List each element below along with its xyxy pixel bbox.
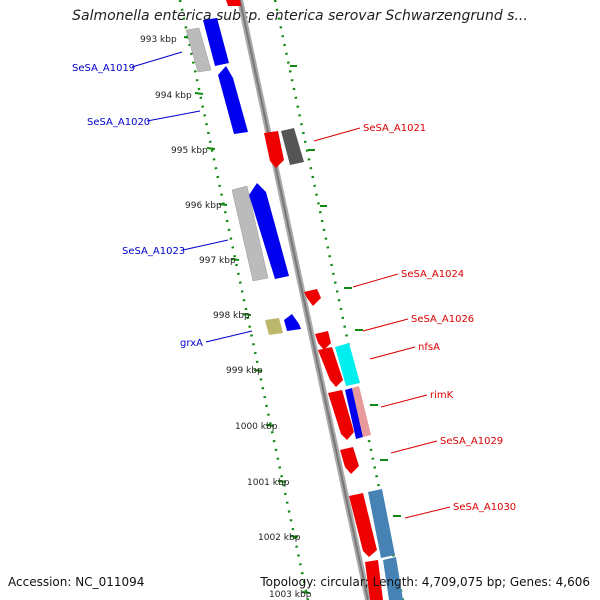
tick-labels: 993 kbp 994 kbp 995 kbp 996 kbp 997 kbp …	[140, 35, 312, 600]
gene-arrow[interactable]	[249, 183, 289, 279]
gene-label-SeSA_A1023[interactable]: SeSA_A1023	[122, 246, 185, 257]
gene-label-grxA[interactable]: grxA	[180, 338, 203, 349]
gene-arrow[interactable]	[231, 185, 269, 282]
gene-label-SeSA_A1020[interactable]: SeSA_A1020	[87, 117, 150, 128]
tick-label: 994 kbp	[155, 91, 192, 101]
gene-arrow[interactable]	[328, 390, 354, 440]
genome-stats-text: Topology: circular; Length: 4,709,075 bp…	[260, 575, 590, 589]
gene-label-SeSA_A1029[interactable]: SeSA_A1029	[440, 436, 503, 447]
gene-arrow[interactable]	[265, 318, 283, 335]
gene-label-SeSA_A1026[interactable]: SeSA_A1026	[411, 314, 474, 325]
gene-arrow[interactable]	[365, 560, 383, 600]
gene-arrow[interactable]	[349, 493, 377, 557]
gene-arrow[interactable]	[345, 388, 363, 439]
gene-features	[185, 0, 403, 600]
tick-label: 1003 kbp	[269, 590, 312, 600]
tick-label: 1002 kbp	[258, 533, 301, 543]
gene-arrow[interactable]	[304, 289, 321, 306]
map-title: Salmonella enterica subsp. enterica sero…	[72, 8, 528, 24]
gene-label-rimK[interactable]: rimK	[430, 390, 454, 401]
inner-ring	[178, 0, 310, 600]
gene-arrow[interactable]	[335, 343, 360, 386]
accession-text: Accession: NC_011094	[8, 575, 145, 589]
gene-label-SeSA_A1019[interactable]: SeSA_A1019	[72, 63, 135, 74]
tick-label: 995 kbp	[171, 146, 208, 156]
gene-label-SeSA_A1021[interactable]: SeSA_A1021	[363, 123, 426, 134]
tick-label: 998 kbp	[213, 311, 250, 321]
gene-arrow[interactable]	[281, 128, 304, 165]
gene-arrow[interactable]	[284, 314, 301, 331]
outer-ring	[273, 0, 405, 600]
tick-label: 993 kbp	[140, 35, 177, 45]
tick-label: 996 kbp	[185, 201, 222, 211]
backbone	[237, 0, 371, 600]
gene-arrow[interactable]	[315, 331, 331, 350]
gene-label-SeSA_A1030[interactable]: SeSA_A1030	[453, 502, 516, 513]
tick-label: 1001 kbp	[247, 478, 290, 488]
gene-arrow[interactable]	[352, 386, 371, 437]
gene-arrow[interactable]	[226, 0, 241, 6]
gene-label-nfsA[interactable]: nfsA	[418, 342, 440, 353]
gene-labels-left: SeSA_A1019 SeSA_A1020 SeSA_A1023 grxA	[72, 63, 203, 349]
tick-label: 999 kbp	[226, 366, 263, 376]
gene-arrow[interactable]	[318, 347, 343, 387]
gene-arrow[interactable]	[218, 66, 248, 134]
tick-marks	[183, 36, 401, 594]
gene-labels-right: SeSA_A1021 SeSA_A1024 SeSA_A1026 nfsA ri…	[363, 123, 516, 513]
tick-label: 997 kbp	[199, 256, 236, 266]
gene-arrow[interactable]	[383, 557, 403, 600]
leader-lines	[131, 51, 451, 519]
tick-label: 1000 kbp	[235, 422, 278, 432]
gene-arrow[interactable]	[264, 131, 284, 168]
gene-arrow[interactable]	[368, 489, 395, 558]
gene-arrow[interactable]	[340, 447, 359, 474]
gene-label-SeSA_A1024[interactable]: SeSA_A1024	[401, 269, 464, 280]
gene-arrow[interactable]	[203, 18, 229, 66]
gene-arrow[interactable]	[185, 27, 212, 73]
